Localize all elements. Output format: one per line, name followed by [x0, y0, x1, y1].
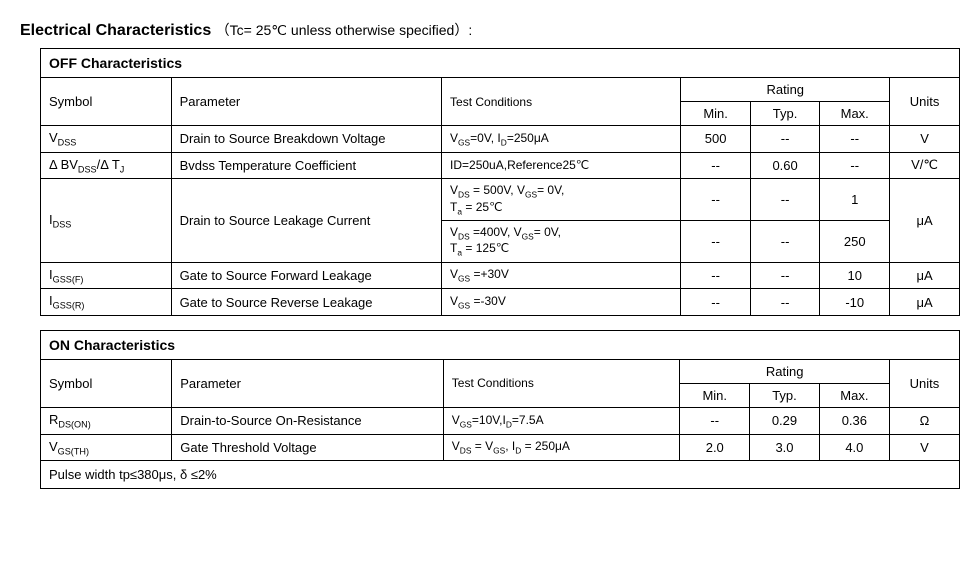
on-table-wrap: ON Characteristics Symbol Parameter Test…	[40, 330, 947, 489]
col-symbol: Symbol	[41, 78, 172, 126]
tc-cell: VGS=10V,ID=7.5A	[443, 407, 680, 434]
typ-cell: --	[750, 220, 820, 262]
param-cell: Drain-to-Source On-Resistance	[172, 407, 444, 434]
max-cell: 4.0	[819, 434, 889, 461]
param-cell: Gate to Source Reverse Leakage	[171, 289, 441, 316]
symbol-cell: IDSS	[41, 179, 172, 263]
table-row: IGSS(R) Gate to Source Reverse Leakage V…	[41, 289, 960, 316]
tc-cell: VDS =400V, VGS= 0V,Ta = 125℃	[442, 220, 681, 262]
footnote-row: Pulse width tp≤380μs, δ ≤2%	[41, 461, 960, 489]
table-row: Δ BVDSS/Δ TJ Bvdss Temperature Coefficie…	[41, 152, 960, 179]
off-section-header: OFF Characteristics	[41, 49, 960, 78]
table-row: RDS(ON) Drain-to-Source On-Resistance VG…	[41, 407, 960, 434]
tc-cell: VGS =-30V	[442, 289, 681, 316]
tc-cell: VDS = VGS, ID = 250μA	[443, 434, 680, 461]
tc-cell: VGS =+30V	[442, 262, 681, 289]
title-text: Electrical Characteristics	[20, 22, 211, 39]
page-title: Electrical Characteristics （Tc= 25℃ unle…	[20, 20, 947, 40]
min-cell: 2.0	[680, 434, 750, 461]
units-cell: V	[889, 434, 959, 461]
footnote-text: Pulse width tp≤380μs, δ ≤2%	[41, 461, 960, 489]
table-header-row: Symbol Parameter Test Conditions Rating …	[41, 78, 960, 102]
on-characteristics-table: ON Characteristics Symbol Parameter Test…	[40, 330, 960, 489]
table-header-row: Symbol Parameter Test Conditions Rating …	[41, 359, 960, 383]
table-row: VDSS Drain to Source Breakdown Voltage V…	[41, 126, 960, 153]
col-units: Units	[889, 359, 959, 407]
min-cell: --	[681, 152, 750, 179]
param-cell: Drain to Source Leakage Current	[171, 179, 441, 263]
table-row: IDSS Drain to Source Leakage Current VDS…	[41, 179, 960, 221]
off-table-wrap: OFF Characteristics Symbol Parameter Tes…	[40, 48, 947, 316]
typ-cell: 0.29	[750, 407, 820, 434]
symbol-cell: RDS(ON)	[41, 407, 172, 434]
tc-cell: VGS=0V, ID=250μA	[442, 126, 681, 153]
symbol-cell: VDSS	[41, 126, 172, 153]
typ-cell: --	[750, 262, 820, 289]
col-min: Min.	[680, 383, 750, 407]
param-cell: Drain to Source Breakdown Voltage	[171, 126, 441, 153]
col-test-conditions: Test Conditions	[442, 78, 681, 126]
col-max: Max.	[820, 102, 890, 126]
max-cell: 0.36	[819, 407, 889, 434]
col-units: Units	[890, 78, 960, 126]
max-cell: --	[820, 126, 890, 153]
table-row: VGS(TH) Gate Threshold Voltage VDS = VGS…	[41, 434, 960, 461]
symbol-cell: IGSS(F)	[41, 262, 172, 289]
typ-cell: --	[750, 289, 820, 316]
units-cell: μA	[890, 289, 960, 316]
typ-cell: --	[750, 179, 820, 221]
off-section-title: OFF Characteristics	[41, 49, 960, 78]
min-cell: --	[681, 179, 750, 221]
max-cell: 1	[820, 179, 890, 221]
min-cell: --	[680, 407, 750, 434]
min-cell: --	[681, 289, 750, 316]
max-cell: 10	[820, 262, 890, 289]
col-rating: Rating	[680, 359, 889, 383]
units-cell: μA	[890, 179, 960, 263]
max-cell: --	[820, 152, 890, 179]
col-typ: Typ.	[750, 383, 820, 407]
param-cell: Gate to Source Forward Leakage	[171, 262, 441, 289]
typ-cell: 0.60	[750, 152, 820, 179]
param-cell: Gate Threshold Voltage	[172, 434, 444, 461]
units-cell: V/℃	[890, 152, 960, 179]
on-section-header: ON Characteristics	[41, 330, 960, 359]
col-rating: Rating	[681, 78, 890, 102]
col-parameter: Parameter	[171, 78, 441, 126]
min-cell: --	[681, 220, 750, 262]
max-cell: 250	[820, 220, 890, 262]
on-section-title: ON Characteristics	[41, 330, 960, 359]
tc-cell: ID=250uA,Reference25℃	[442, 152, 681, 179]
tc-cell: VDS = 500V, VGS= 0V,Ta = 25℃	[442, 179, 681, 221]
units-cell: Ω	[889, 407, 959, 434]
typ-cell: 3.0	[750, 434, 820, 461]
col-test-conditions: Test Conditions	[443, 359, 680, 407]
max-cell: -10	[820, 289, 890, 316]
param-cell: Bvdss Temperature Coefficient	[171, 152, 441, 179]
col-symbol: Symbol	[41, 359, 172, 407]
units-cell: μA	[890, 262, 960, 289]
col-typ: Typ.	[750, 102, 820, 126]
col-min: Min.	[681, 102, 750, 126]
symbol-cell: Δ BVDSS/Δ TJ	[41, 152, 172, 179]
typ-cell: --	[750, 126, 820, 153]
title-condition: （Tc= 25℃ unless otherwise specified）:	[216, 22, 473, 38]
symbol-cell: VGS(TH)	[41, 434, 172, 461]
col-parameter: Parameter	[172, 359, 444, 407]
units-cell: V	[890, 126, 960, 153]
symbol-cell: IGSS(R)	[41, 289, 172, 316]
off-characteristics-table: OFF Characteristics Symbol Parameter Tes…	[40, 48, 960, 316]
min-cell: 500	[681, 126, 750, 153]
min-cell: --	[681, 262, 750, 289]
table-row: IGSS(F) Gate to Source Forward Leakage V…	[41, 262, 960, 289]
col-max: Max.	[819, 383, 889, 407]
